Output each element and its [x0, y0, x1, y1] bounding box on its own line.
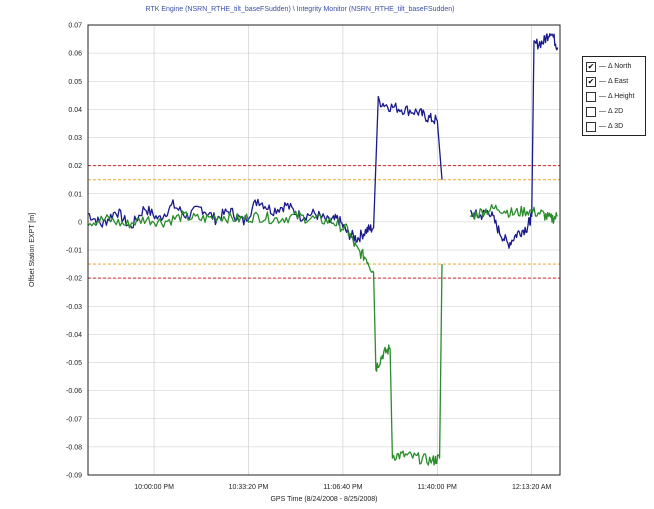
- y-tick-label: -0.07: [66, 416, 82, 423]
- y-tick-label: -0.06: [66, 388, 82, 395]
- 2d-dash: —: [599, 108, 606, 115]
- legend-label-height: Δ Height: [608, 93, 635, 100]
- legend-label-2d: Δ 2D: [608, 108, 624, 115]
- y-tick-label: 0.06: [68, 51, 82, 58]
- series-line-east: [469, 204, 559, 224]
- legend-item-height[interactable]: — Δ Height: [586, 89, 642, 104]
- legend-item-3d[interactable]: — Δ 3D: [586, 119, 642, 134]
- x-axis-label: GPS Time (8/24/2008 - 8/25/2008): [270, 496, 377, 503]
- 3d-dash: —: [599, 123, 606, 130]
- 3d-checkbox[interactable]: [586, 121, 596, 132]
- chart-title: RTK Engine (NSRN_RTHE_tilt_baseFSudden) …: [145, 6, 455, 13]
- y-tick-label: -0.04: [66, 332, 82, 339]
- y-tick-label: -0.02: [66, 276, 82, 283]
- y-axis-label: Offset Station EXPT [m]: [29, 213, 36, 287]
- y-tick-label: -0.09: [66, 473, 82, 480]
- grid-layer: [88, 24, 560, 476]
- y-tick-label: -0.08: [66, 444, 82, 451]
- x-tick-label: 11:40:00 PM: [418, 484, 457, 491]
- legend-label-east: Δ East: [608, 78, 629, 85]
- y-tick-label: 0.02: [68, 163, 82, 170]
- legend-item-east[interactable]: ✔ — Δ East: [586, 74, 642, 89]
- y-tick-labels: 0.07 0.06 0.05 0.04 0.03 0.02 0.01 0 -0.01 -0.02 -…: [66, 23, 82, 480]
- y-tick-label: 0: [78, 219, 82, 226]
- y-tick-label: 0.04: [68, 107, 82, 114]
- y-tick-label: 0.05: [68, 79, 82, 86]
- plot-frame: [87, 24, 561, 476]
- legend: ✔ — Δ North ✔ — Δ East — Δ Height — Δ 2D…: [582, 56, 646, 136]
- height-checkbox[interactable]: [586, 91, 596, 102]
- series-layer: [87, 33, 559, 466]
- east-checkbox[interactable]: ✔: [586, 76, 596, 87]
- y-tick-label: 0.03: [68, 135, 82, 142]
- north-dash: —: [599, 63, 606, 70]
- y-tick-label: -0.01: [66, 248, 82, 255]
- 2d-checkbox[interactable]: [586, 106, 596, 117]
- east-dash: —: [599, 78, 606, 85]
- legend-label-3d: Δ 3D: [608, 123, 624, 130]
- legend-item-north[interactable]: ✔ — Δ North: [586, 59, 642, 74]
- x-tick-labels: 10:00:00 PM 10:33:20 PM 11:06:40 PM 11:40:0…: [134, 484, 551, 491]
- x-tick-label: 12:13:20 AM: [512, 484, 551, 491]
- y-tick-label: -0.05: [66, 360, 82, 367]
- legend-label-north: Δ North: [608, 63, 632, 70]
- series-line-east: [87, 210, 443, 466]
- x-tick-label: 10:33:20 PM: [229, 484, 269, 491]
- y-tick-label: 0.01: [68, 191, 82, 198]
- y-tick-label: -0.03: [66, 304, 82, 311]
- threshold-layer: [88, 165, 560, 279]
- series-line-north: [87, 95, 443, 243]
- x-tick-label: 11:06:40 PM: [323, 484, 362, 491]
- y-tick-label: 0.07: [68, 23, 82, 30]
- height-dash: —: [599, 93, 606, 100]
- north-checkbox[interactable]: ✔: [586, 61, 596, 72]
- x-tick-label: 10:00:00 PM: [134, 484, 174, 491]
- legend-item-2d[interactable]: — Δ 2D: [586, 104, 642, 119]
